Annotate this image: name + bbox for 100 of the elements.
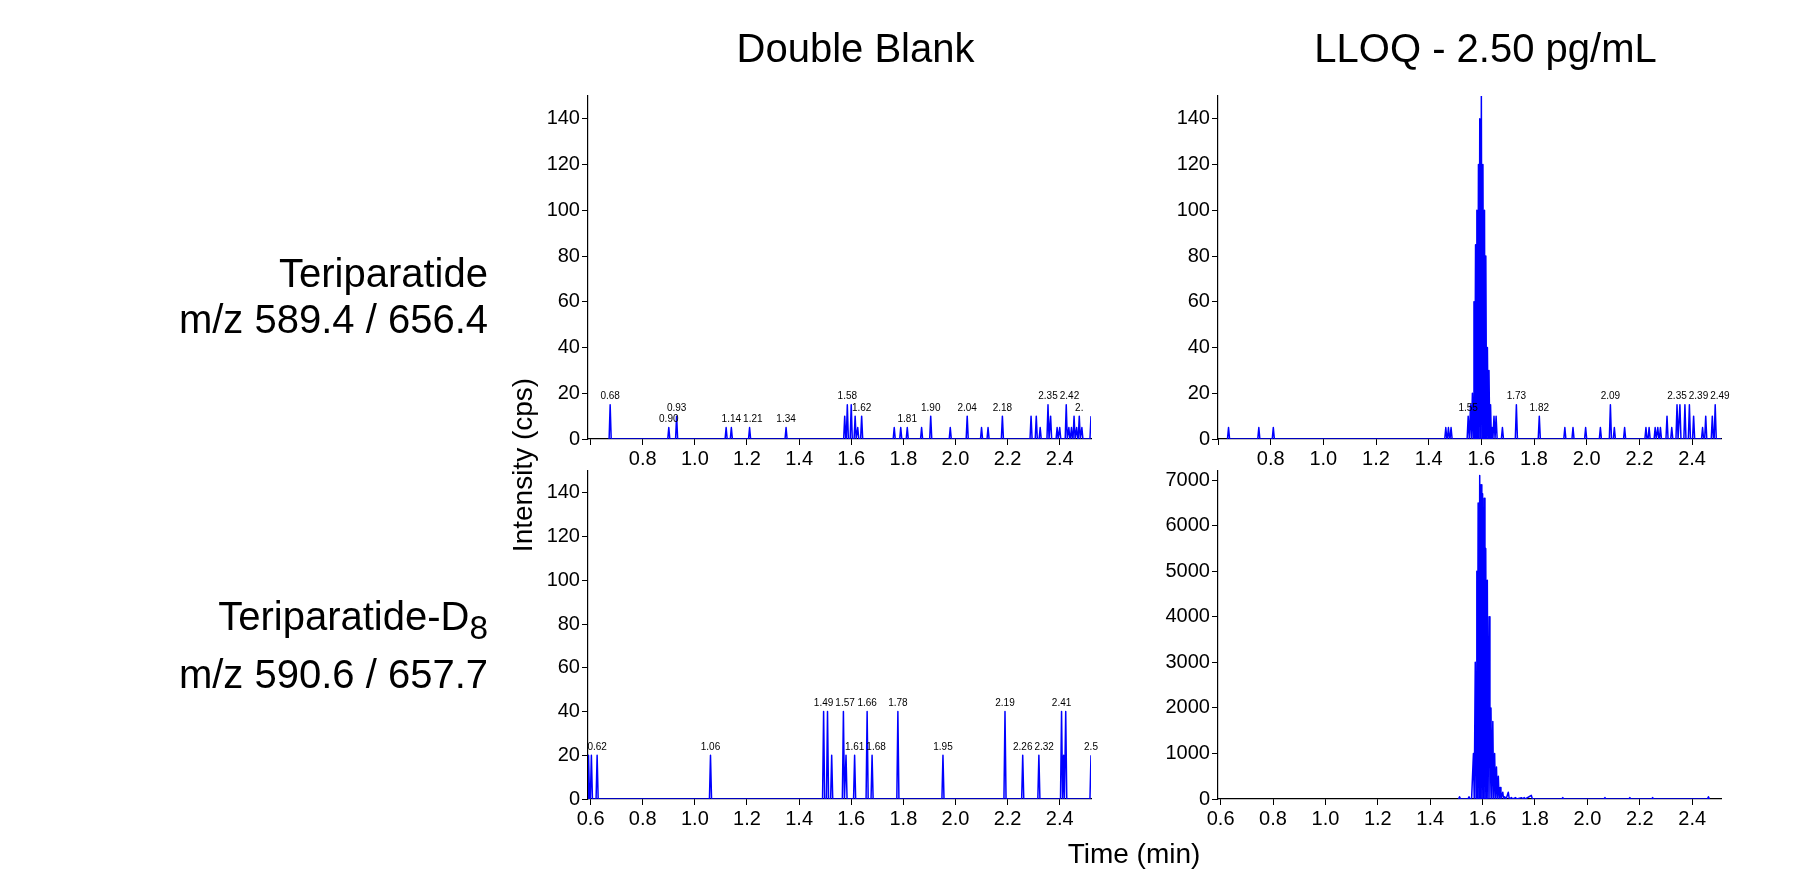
annotation: 1.57 [835,697,856,709]
annotation: 1.49 [813,697,834,709]
x-tick-label: 1.0 [680,806,709,829]
x-tick-label: 0.8 [1256,446,1285,469]
x-tick-label: 1.0 [1311,806,1340,829]
annotation: 1.81 [897,413,918,425]
annotation: 1.58 [837,390,858,402]
annotation: 2. [1075,401,1084,413]
x-tick-label: 1.6 [1468,806,1497,829]
annotation: 1.78 [888,697,909,709]
annotation: 2.5 [1084,741,1099,753]
x-tick-label: 1.8 [1520,446,1548,469]
y-tick-label: 0 [1198,786,1210,809]
annotation: 2.35 [1667,390,1688,402]
y-tick-label: 100 [1176,197,1210,220]
y-tick-label: 7000 [1165,467,1210,490]
y-tick-label: 120 [1176,152,1210,175]
y-tick-label: 80 [557,243,580,266]
x-tick-label: 1.8 [889,806,918,829]
annotation: 2.04 [957,401,978,413]
y-tick-label: 6000 [1165,513,1210,536]
annotation: 1.90 [920,401,941,413]
annotation: 0.93 [666,401,687,413]
y-tick-label: 140 [546,480,580,503]
annotation: 1.61 [844,741,865,753]
y-tick-label: 60 [1187,289,1210,312]
y-tick-label: 40 [557,699,580,722]
y-tick-label: 100 [546,197,580,220]
y-tick-label: 100 [546,567,580,590]
y-tick-label: 1000 [1165,740,1210,763]
annotation: 2.35 [1038,390,1059,402]
y-tick-label: 60 [557,655,580,678]
x-axis-title: Time (min) [1067,838,1201,870]
x-tick-label: 2.0 [1573,806,1602,829]
x-tick-label: 2.4 [1045,446,1074,469]
x-tick-label: 2.4 [1678,806,1707,829]
y-tick-label: 80 [557,611,580,634]
annotation: 2.32 [1034,741,1055,753]
y-tick-label: 5000 [1165,558,1210,581]
annotation: 2.49 [1710,390,1731,402]
chart-title: LLOQ - 2.50 pg/mL [1313,25,1658,72]
annotation: 1.21 [743,413,763,425]
chart-title: Double Blank [735,25,976,72]
x-tick-label: 1.6 [837,806,866,829]
x-tick-label: 2.2 [1625,446,1654,469]
annotation: 1.34 [776,413,797,425]
x-tick-label: 1.2 [1363,806,1392,829]
text: Teriparatide-D$_{8}$ m/z 590.6 / 657.7 [178,593,488,697]
y-tick-label: 2000 [1165,695,1210,718]
annotation: 1.73 [1506,390,1527,402]
annotation: 2.26 [1012,741,1033,753]
annotation: 2.39 [1688,390,1709,402]
x-tick-label: 0.6 [576,806,605,829]
x-tick-label: 1.0 [680,446,709,469]
x-tick-label: 1.0 [1309,446,1338,469]
y-tick-label: 40 [1187,335,1210,358]
y-tick-label: 120 [546,152,580,175]
y-tick-label: 140 [546,106,580,129]
y-tick-label: 20 [557,380,580,403]
x-tick-label: 1.4 [785,446,814,469]
x-tick-label: 1.8 [1521,806,1549,829]
annotation: 1.06 [700,741,721,753]
x-tick-label: 0.8 [628,446,657,469]
y-tick-label: 20 [1187,380,1210,403]
x-tick-label: 1.6 [837,446,866,469]
x-tick-label: 2.2 [1625,806,1654,829]
x-tick-label: 2.4 [1678,446,1706,469]
x-tick-label: 1.2 [1362,446,1390,469]
x-tick-label: 1.8 [889,446,918,469]
annotation: 0.62 [587,741,608,753]
x-tick-label: 1.2 [733,806,761,829]
annotation: 2.09 [1600,390,1621,402]
annotation: 1.82 [1529,401,1550,413]
y-tick-label: 20 [557,742,580,765]
annotation: 2.41 [1051,697,1072,709]
y-tick-label: 120 [546,524,580,547]
x-tick-label: 1.4 [1416,806,1445,829]
annotation: 2.18 [992,401,1013,413]
x-tick-label: 2.2 [993,446,1022,469]
y-tick-label: 80 [1187,243,1210,266]
x-tick-label: 1.6 [1467,446,1496,469]
x-tick-label: 0.6 [1206,806,1235,829]
x-tick-label: 0.8 [628,806,657,829]
text: Teriparatide m/z 589.4 / 656.4 [178,250,488,342]
x-tick-label: 2.0 [1572,446,1601,469]
x-tick-label: 0.8 [1259,806,1287,829]
annotation: 1.14 [721,413,742,425]
x-tick-label: 2.0 [941,806,970,829]
annotation: 2.19 [995,697,1016,709]
y-tick-label: 140 [1176,106,1210,129]
annotation: 1.66 [857,697,878,709]
x-tick-label: 1.2 [733,446,761,469]
annotation: 1.62 [851,401,872,413]
annotation: 1.95 [933,741,954,753]
x-tick-label: 1.4 [1414,446,1443,469]
annotation: 0.68 [600,390,621,402]
x-tick-label: 2.4 [1045,806,1074,829]
y-tick-label: 0 [568,426,580,449]
y-axis-title: Intensity (cps) [507,377,539,553]
y-tick-label: 0 [1198,426,1210,449]
